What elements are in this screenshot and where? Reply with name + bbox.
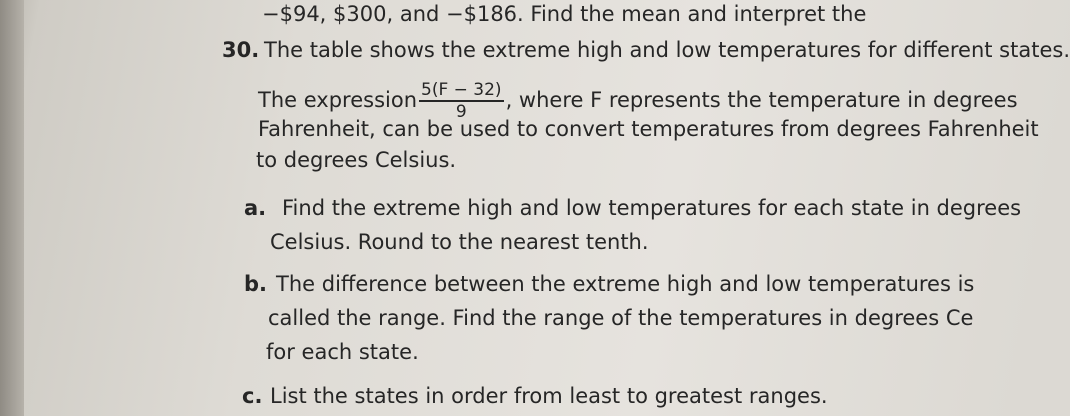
part-label: c. <box>242 384 263 408</box>
page-edge <box>0 0 24 416</box>
part-text: for each state. <box>266 340 419 364</box>
fraction: 5(F − 32) 9 <box>419 80 504 122</box>
part-text: List the states in order from least to g… <box>270 384 828 408</box>
part-text: Find the extreme high and low temperatur… <box>282 196 1022 220</box>
problem-number: 30. <box>222 38 260 62</box>
part-text: Celsius. Round to the nearest tenth. <box>270 230 649 254</box>
fraction-denominator: 9 <box>455 102 467 122</box>
part-text: called the range. Find the range of the … <box>268 306 974 330</box>
problem-text: The table shows the extreme high and low… <box>264 38 1070 62</box>
part-text: The difference between the extreme high … <box>276 272 975 296</box>
part-label: a. <box>244 196 267 220</box>
problem-text: Fahrenheit, can be used to convert tempe… <box>258 117 1039 141</box>
problem-text: to degrees Celsius. <box>256 148 457 172</box>
fraction-numerator: 5(F − 32) <box>419 80 504 102</box>
problem-text: The expression <box>258 88 418 112</box>
part-label: b. <box>244 272 268 296</box>
top-line: −$94, $300, and −$186. Find the mean and… <box>262 2 867 26</box>
problem-text: , where F represents the temperature in … <box>505 88 1018 112</box>
problem-text-line: The expression 5(F − 32) 9, where F repres… <box>258 80 1018 122</box>
